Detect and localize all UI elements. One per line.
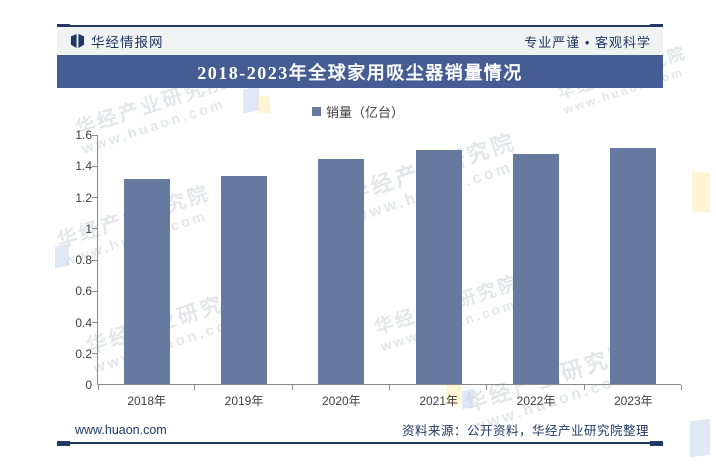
y-axis-label-0.2: 0.2 bbox=[75, 346, 92, 361]
x-axis-label-2023年: 2023年 bbox=[613, 394, 653, 408]
bar-2020年 bbox=[318, 159, 365, 384]
y-axis-tick bbox=[92, 353, 97, 355]
bar-2019年 bbox=[221, 176, 267, 384]
bar-2023年 bbox=[610, 148, 657, 384]
footer: www.huaon.com 资料来源：公开资料，华经产业研究院整理 bbox=[57, 420, 663, 439]
x-axis-label-2022年: 2022年 bbox=[516, 394, 556, 408]
header: 华经情报网 专业严谨 • 客观科学 bbox=[57, 27, 663, 55]
y-axis-label-0.8: 0.8 bbox=[75, 253, 92, 267]
x-axis-tick bbox=[681, 385, 682, 390]
x-axis-label-2020年: 2020年 bbox=[321, 394, 361, 408]
bar-2021年 bbox=[415, 149, 462, 384]
bottom-divider bbox=[57, 440, 663, 446]
brand: 华经情报网 bbox=[70, 31, 164, 51]
y-axis-label-1.2: 1.2 bbox=[75, 190, 92, 205]
x-axis-tick bbox=[291, 385, 293, 390]
y-axis-label-0: 0 bbox=[85, 378, 92, 392]
x-axis-label-2018年: 2018年 bbox=[127, 394, 167, 408]
watermark-shape bbox=[692, 170, 710, 214]
y-axis-label-1.6: 1.6 bbox=[75, 128, 92, 142]
chart-title: 2018-2023年全球家用吸尘器销量情况 bbox=[197, 62, 523, 83]
chart-title-banner: 2018-2023年全球家用吸尘器销量情况 bbox=[57, 55, 663, 88]
legend-marker bbox=[311, 107, 321, 116]
x-axis-tick bbox=[389, 385, 390, 390]
x-axis-label-2019年: 2019年 bbox=[224, 394, 264, 408]
x-axis-label-2021年: 2021年 bbox=[419, 394, 459, 408]
y-axis-label-1: 1 bbox=[85, 221, 92, 236]
y-axis-tick bbox=[92, 134, 97, 136]
x-axis-tick bbox=[98, 385, 99, 390]
x-axis-tick bbox=[194, 385, 196, 390]
legend: 销量（亿台） bbox=[0, 102, 716, 121]
y-axis-tick bbox=[92, 259, 97, 261]
y-axis-label-0.6: 0.6 bbox=[75, 284, 92, 299]
x-axis-tick bbox=[486, 385, 488, 390]
y-axis-tick bbox=[92, 228, 97, 230]
brand-logo-icon bbox=[70, 33, 85, 49]
y-axis-tick bbox=[92, 197, 97, 198]
y-axis-tick bbox=[92, 322, 97, 323]
legend-label: 销量（亿台） bbox=[325, 105, 404, 120]
bar-2022年 bbox=[513, 154, 559, 384]
y-axis-tick bbox=[92, 165, 97, 167]
footer-site-url: www.huaon.com bbox=[75, 422, 167, 437]
footer-data-source: 资料来源：公开资料，华经产业研究院整理 bbox=[401, 424, 649, 438]
header-slogan: 专业严谨 • 客观科学 bbox=[524, 34, 651, 50]
y-axis-label-1.4: 1.4 bbox=[75, 159, 92, 174]
watermark-shape bbox=[690, 418, 710, 458]
plot-area: 0 0.2 0.4 0.6 0.8 1 1.2 1.4 1.6 2018年 2019年 2020年 20… bbox=[75, 128, 682, 408]
y-axis-tick bbox=[92, 290, 97, 292]
brand-name: 华经情报网 bbox=[91, 35, 164, 50]
x-axis-tick bbox=[583, 385, 585, 390]
top-divider bbox=[57, 23, 663, 29]
y-axis-label-0.4: 0.4 bbox=[75, 315, 92, 330]
bar-2018年 bbox=[123, 179, 170, 384]
